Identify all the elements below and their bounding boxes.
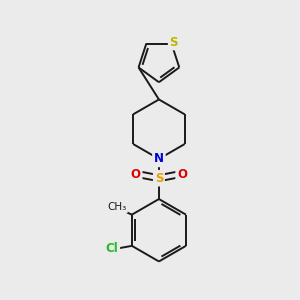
- Text: N: N: [154, 152, 164, 165]
- Text: CH₃: CH₃: [107, 202, 127, 212]
- Text: O: O: [177, 168, 187, 181]
- Text: O: O: [131, 168, 141, 181]
- Text: Cl: Cl: [106, 242, 118, 255]
- Text: S: S: [155, 172, 163, 185]
- Text: S: S: [169, 35, 178, 49]
